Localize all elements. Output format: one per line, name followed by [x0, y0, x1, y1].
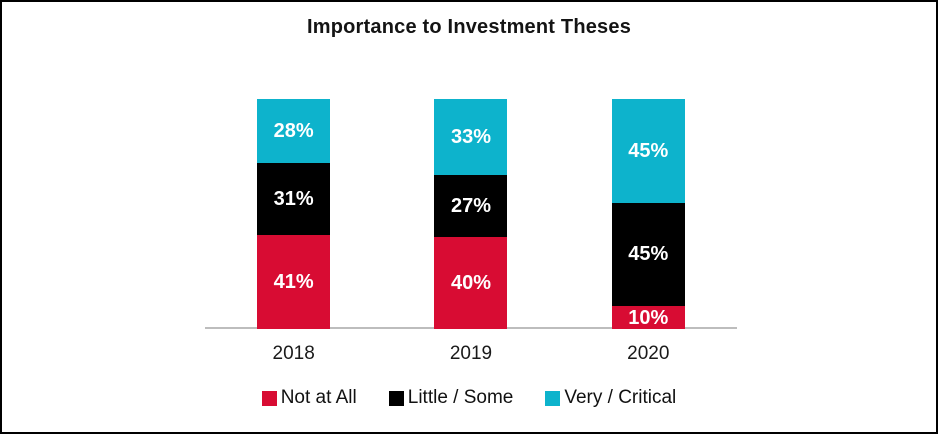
bar-segment-not-at-all: 40% — [434, 236, 508, 329]
segment-value-label: 40% — [450, 271, 491, 294]
x-axis-labels: 2018 2019 2020 — [205, 343, 737, 365]
bar-segment-little-some: 27% — [434, 174, 508, 237]
legend-label: Not at All — [280, 387, 357, 408]
bar-column-2018: 28% 31% 41% — [205, 99, 382, 329]
segment-value-label: 10% — [628, 306, 669, 329]
bar-segment-little-some: 31% — [257, 163, 331, 235]
segment-value-label: 45% — [628, 243, 669, 266]
segment-value-label: 31% — [273, 188, 314, 211]
bar-segment-very-critical: 45% — [611, 99, 685, 203]
legend-item-not-at-all: Not at All — [261, 387, 357, 409]
segment-value-label: 27% — [450, 194, 491, 217]
segment-value-label: 45% — [628, 139, 669, 162]
bar-segment-not-at-all: 41% — [257, 234, 331, 329]
legend-swatch-little-some — [388, 390, 404, 406]
legend-item-little-some: Little / Some — [388, 387, 514, 409]
stacked-bar-2018: 28% 31% 41% — [257, 99, 331, 329]
plot-area: 28% 31% 41% 33% 27% 40% 45% 45% 10% — [205, 99, 737, 329]
legend-swatch-not-at-all — [261, 390, 277, 406]
bar-column-2020: 45% 45% 10% — [560, 99, 737, 329]
bar-column-2019: 33% 27% 40% — [382, 99, 559, 329]
bar-segment-very-critical: 28% — [257, 99, 331, 164]
legend-label: Little / Some — [407, 387, 514, 408]
chart-title: Importance to Investment Theses — [306, 16, 632, 38]
x-axis-label-2020: 2020 — [627, 343, 670, 364]
x-axis-label-2018: 2018 — [272, 343, 315, 364]
bar-segment-little-some: 45% — [611, 202, 685, 306]
bar-segment-very-critical: 33% — [434, 99, 508, 175]
legend-swatch-very-critical — [545, 390, 561, 406]
stacked-bar-2019: 33% 27% 40% — [434, 99, 508, 329]
legend: Not at All Little / Some Very / Critical — [2, 387, 936, 409]
bar-segment-not-at-all: 10% — [611, 306, 685, 329]
segment-value-label: 41% — [273, 270, 314, 293]
legend-label: Very / Critical — [564, 387, 677, 408]
segment-value-label: 33% — [450, 125, 491, 148]
stacked-bar-2020: 45% 45% 10% — [611, 99, 685, 329]
legend-item-very-critical: Very / Critical — [545, 387, 676, 409]
x-axis-label-2019: 2019 — [449, 343, 493, 364]
segment-value-label: 28% — [273, 120, 314, 143]
